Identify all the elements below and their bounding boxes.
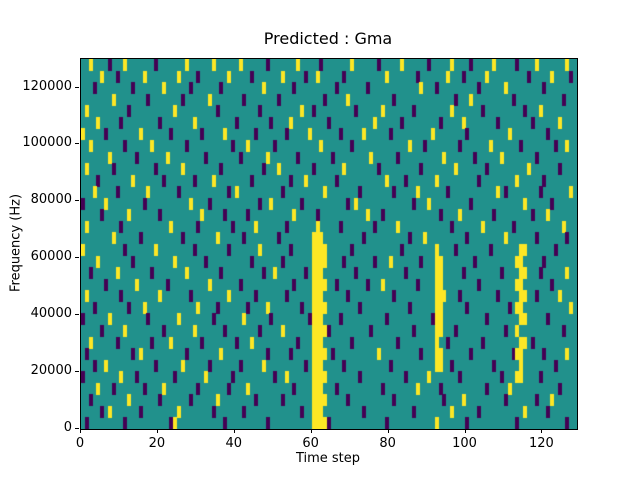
y-tick-mark [75, 86, 79, 88]
y-tick-mark [75, 200, 79, 202]
x-tick-label: 40 [225, 436, 243, 451]
x-tick-mark [310, 429, 312, 433]
x-tick-label: 80 [379, 436, 396, 451]
x-tick-label: 0 [75, 436, 85, 451]
x-tick-mark [541, 429, 543, 433]
y-tick-mark [75, 257, 79, 259]
x-tick-mark [387, 429, 389, 433]
x-tick-mark [233, 429, 235, 433]
y-tick-mark [75, 371, 79, 373]
x-tick-mark [156, 429, 158, 433]
chart-title: Predicted : Gma [263, 29, 393, 48]
x-tick-label: 100 [452, 436, 477, 451]
x-tick-mark [80, 429, 81, 433]
y-tick-label: 100000 [22, 135, 72, 151]
y-tick-label: 120000 [22, 78, 72, 94]
y-tick-mark [75, 314, 79, 316]
x-tick-label: 120 [528, 436, 554, 451]
plot-area [80, 58, 578, 430]
y-tick-mark [75, 143, 79, 145]
x-tick-label: 60 [302, 436, 319, 451]
y-tick-label: 80000 [30, 192, 72, 208]
x-axis-label: Time step [295, 451, 361, 466]
x-tick-label: 20 [148, 436, 166, 451]
y-tick-label: 60000 [30, 249, 72, 265]
y-tick-mark [75, 428, 79, 429]
y-tick-label: 0 [63, 420, 72, 435]
x-tick-mark [464, 429, 466, 433]
y-tick-label: 40000 [30, 306, 72, 322]
heatmap-canvas [81, 59, 577, 429]
y-axis-label: Frequency (Hz) [8, 193, 24, 293]
y-tick-label: 20000 [30, 363, 72, 379]
